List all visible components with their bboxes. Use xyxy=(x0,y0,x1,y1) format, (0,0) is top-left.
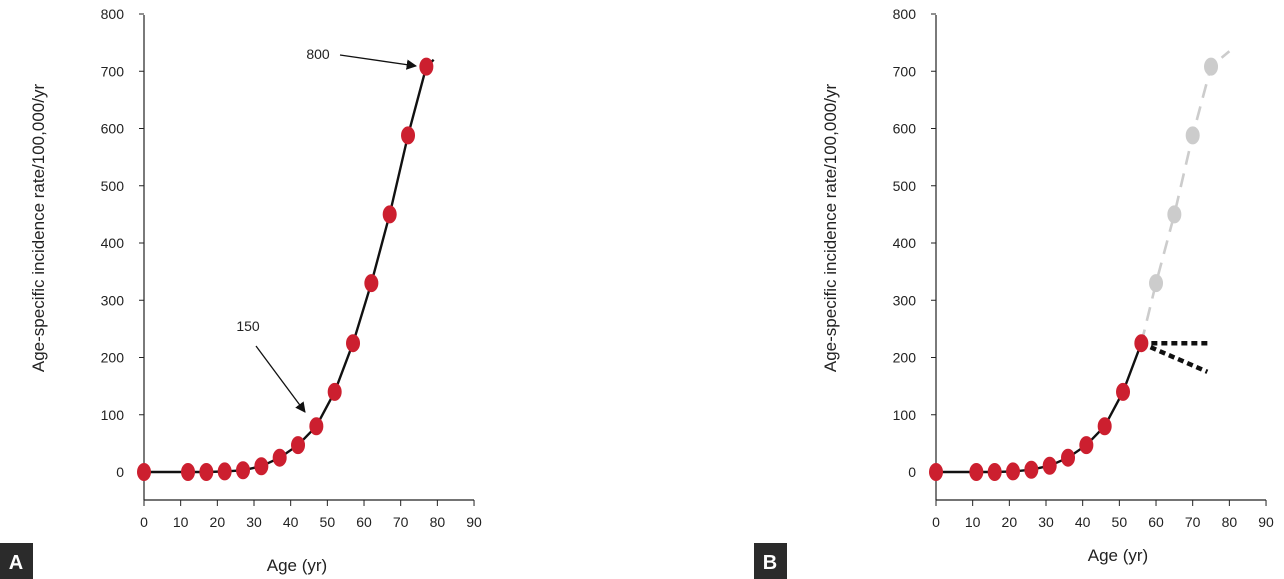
panel-b: 0 100 200 300 400 500 600 700 800 0 10 20 30 40 50 60 7… xyxy=(754,6,1274,579)
x-tick-label: 0 xyxy=(140,514,148,530)
x-tick-label: 60 xyxy=(1148,514,1164,530)
y-tick-label: 0 xyxy=(908,464,916,480)
y-axis-label: Age-specific incidence rate/100,000/yr xyxy=(29,84,48,373)
y-tick-label: 400 xyxy=(893,235,917,251)
y-axis-ticks: 0 100 200 300 400 500 600 700 800 xyxy=(893,6,936,480)
y-tick-label: 700 xyxy=(101,63,125,79)
x-tick-label: 10 xyxy=(965,514,981,530)
x-axis-label: Age (yr) xyxy=(1088,546,1148,565)
data-point xyxy=(327,382,342,401)
plot-area xyxy=(137,57,435,481)
y-tick-label: 800 xyxy=(893,6,917,22)
x-axis-ticks: 0 10 20 30 40 50 60 70 80 90 xyxy=(932,500,1274,530)
y-tick-label: 0 xyxy=(116,464,124,480)
series-line xyxy=(144,58,435,474)
data-point xyxy=(1149,274,1164,293)
data-point xyxy=(309,417,324,436)
data-point xyxy=(1042,456,1057,475)
x-tick-label: 50 xyxy=(1112,514,1128,530)
y-tick-label: 600 xyxy=(101,121,125,137)
x-tick-label: 70 xyxy=(393,514,409,530)
data-point xyxy=(181,463,196,481)
y-tick-label: 500 xyxy=(893,178,917,194)
y-tick-label: 700 xyxy=(893,63,917,79)
data-point xyxy=(1204,57,1219,76)
data-point xyxy=(929,463,943,481)
y-tick-label: 100 xyxy=(893,407,917,423)
x-axis-label: Age (yr) xyxy=(267,556,327,575)
annotation-label: 800 xyxy=(306,46,330,62)
x-tick-label: 20 xyxy=(1002,514,1018,530)
data-point xyxy=(137,463,151,481)
x-axis-ticks: 0 10 20 30 40 50 60 70 80 90 xyxy=(140,500,482,530)
x-tick-label: 70 xyxy=(1185,514,1201,530)
y-tick-label: 500 xyxy=(101,178,125,194)
x-tick-label: 90 xyxy=(466,514,482,530)
annotation-label: 150 xyxy=(236,318,260,334)
data-point xyxy=(419,57,434,76)
x-tick-label: 40 xyxy=(1075,514,1091,530)
data-point xyxy=(382,205,397,224)
data-point xyxy=(1116,382,1131,401)
plot-area xyxy=(929,50,1231,481)
data-point xyxy=(346,334,361,353)
annotation-800: 800 xyxy=(306,46,418,70)
x-tick-label: 10 xyxy=(173,514,189,530)
x-tick-label: 0 xyxy=(932,514,940,530)
data-point xyxy=(1006,462,1021,481)
x-tick-label: 20 xyxy=(210,514,226,530)
projection-line xyxy=(1140,50,1231,344)
x-tick-label: 80 xyxy=(1222,514,1238,530)
data-point xyxy=(272,448,287,467)
y-tick-label: 400 xyxy=(101,235,125,251)
panel-label: B xyxy=(763,552,777,574)
data-point xyxy=(1134,334,1149,353)
data-point xyxy=(291,436,306,455)
data-point xyxy=(217,462,232,481)
data-point xyxy=(1167,205,1182,224)
x-tick-label: 30 xyxy=(246,514,262,530)
data-point xyxy=(1185,126,1200,145)
panel-label: A xyxy=(9,552,23,574)
annotation-arrow xyxy=(339,54,418,70)
x-tick-label: 60 xyxy=(356,514,372,530)
dotted-trend-line xyxy=(1140,341,1209,374)
data-point xyxy=(969,463,984,481)
y-tick-label: 800 xyxy=(101,6,125,22)
annotation-arrow xyxy=(255,345,306,413)
y-tick-label: 200 xyxy=(101,350,125,366)
data-point xyxy=(1097,417,1112,436)
panel-label-badge xyxy=(0,543,33,579)
panel-a: 0 100 200 300 400 500 600 700 800 0 10 20 30 40 50 60 7… xyxy=(0,6,482,579)
series-line xyxy=(936,342,1143,474)
x-tick-label: 80 xyxy=(430,514,446,530)
y-tick-label: 600 xyxy=(893,121,917,137)
data-point xyxy=(987,463,1002,481)
y-tick-label: 300 xyxy=(101,292,125,308)
data-point xyxy=(1079,436,1094,455)
annotation-150: 150 xyxy=(236,318,306,413)
y-tick-label: 300 xyxy=(893,292,917,308)
x-tick-label: 90 xyxy=(1258,514,1274,530)
x-tick-label: 50 xyxy=(320,514,336,530)
x-tick-label: 30 xyxy=(1038,514,1054,530)
x-tick-label: 40 xyxy=(283,514,299,530)
panel-label-badge xyxy=(754,543,787,579)
data-point xyxy=(364,274,379,293)
data-point xyxy=(401,126,416,145)
y-axis-ticks: 0 100 200 300 400 500 600 700 800 xyxy=(101,6,144,480)
y-tick-label: 100 xyxy=(101,407,125,423)
y-axis-label: Age-specific incidence rate/100,000/yr xyxy=(821,84,840,373)
data-point xyxy=(1024,460,1039,479)
data-point xyxy=(254,457,269,476)
data-point xyxy=(1061,448,1076,467)
data-point xyxy=(236,461,251,480)
data-point xyxy=(199,463,214,481)
y-tick-label: 200 xyxy=(893,350,917,366)
